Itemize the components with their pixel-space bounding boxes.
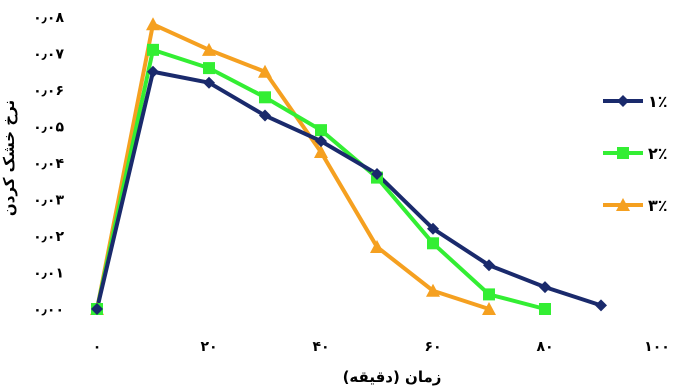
data-point [147,43,159,56]
plot-lines [95,22,602,311]
data-point [147,65,159,78]
x-tick-label: ۰ [93,339,102,355]
data-point [370,239,384,253]
data-point [595,299,607,312]
x-axis-ticks: ۰ ۲۰ ۴۰ ۶۰ ۸۰ ۱۰۰ [93,339,670,355]
y-tick-label: ۰٫۰۴ [33,156,64,172]
series-line [95,69,602,310]
data-point [426,283,440,297]
x-tick-label: ۴۰ [312,339,329,355]
data-point [202,42,216,56]
x-axis-title: زمان (دقیقه) [343,368,442,386]
legend: ۱٪ ۲٪ ۳٪ [603,92,668,215]
legend-label: ۲٪ [648,144,668,163]
legend-marker [617,95,629,107]
data-point [427,222,439,235]
y-tick-label: ۰٫۰۷ [33,47,64,63]
x-tick-label: ۲۰ [200,339,217,355]
data-point [483,288,495,301]
plot-markers [90,17,607,315]
x-tick-label: ۸۰ [536,339,553,355]
y-tick-label: ۰٫۰۲ [33,229,64,245]
legend-marker [617,147,629,159]
x-tick-label: ۶۰ [424,339,441,355]
legend-label: ۱٪ [648,92,668,111]
legend-marker [616,198,630,211]
data-point [203,62,215,75]
data-point [314,145,328,159]
data-point [91,303,103,315]
data-point [482,302,496,315]
data-point [258,64,272,78]
y-tick-label: ۰٫۰۱ [33,266,64,282]
y-tick-label: ۰٫۰۰ [33,302,64,318]
y-tick-label: ۰٫۰۶ [33,83,64,99]
y-axis-ticks: ۰٫۰۰ ۰٫۰۱ ۰٫۰۲ ۰٫۰۳ ۰٫۰۴ ۰٫۰۵ ۰٫۰۶ ۰٫۰۷ ۰٫۰۸ [33,10,64,318]
data-point [315,124,327,137]
y-tick-label: ۰٫۰۳ [33,193,64,209]
series-line [95,22,490,311]
data-point [483,259,495,272]
data-point [259,109,271,122]
data-point [539,303,551,315]
legend-label: ۳٪ [648,196,668,215]
y-axis-title: نرخ خشک کردن [0,100,18,216]
data-point [315,135,327,148]
series-line [95,47,546,311]
data-point [427,237,439,250]
y-tick-label: ۰٫۰۵ [33,120,64,136]
data-point [146,17,160,31]
data-point [371,167,383,180]
y-tick-label: ۰٫۰۸ [33,10,64,26]
x-tick-label: ۱۰۰ [644,339,670,355]
data-point [539,281,551,294]
data-point [203,76,215,89]
data-point [259,91,271,104]
